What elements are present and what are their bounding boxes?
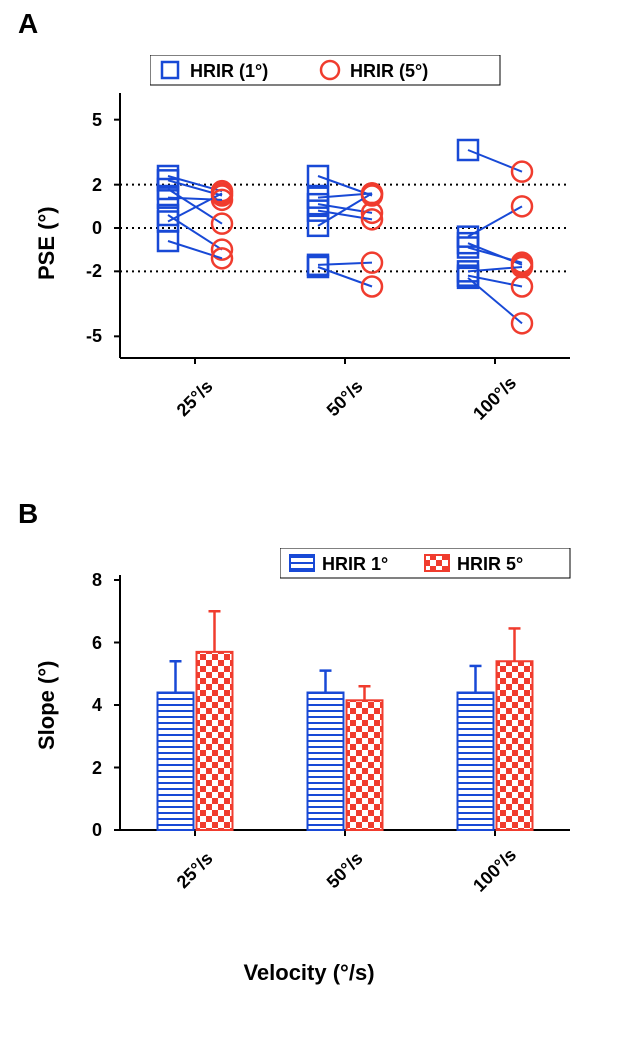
panel-a-ytick: 0: [62, 218, 102, 239]
panel-a-ytick: 2: [62, 175, 102, 196]
panel-b-ytick: 8: [62, 570, 102, 591]
legend-hlines-swatch: [290, 555, 314, 571]
legend-b-item1: HRIR 1°: [322, 554, 388, 574]
panel-b-ytick: 2: [62, 758, 102, 779]
panel-a-legend: HRIR (1°) HRIR (5°): [150, 55, 510, 89]
panel-b-xlabel: Velocity (°/s): [0, 960, 618, 986]
panel-a-label: A: [18, 8, 38, 40]
panel-a-ylabel: PSE (°): [34, 206, 60, 280]
legend-checker-swatch: [425, 555, 449, 571]
panel-b-ylabel: Slope (°): [34, 661, 60, 750]
panel-b-label: B: [18, 498, 38, 530]
legend-a-item2: HRIR (5°): [350, 61, 428, 81]
panel-b-plot: [110, 540, 580, 850]
panel-a-svg: [110, 48, 580, 378]
panel-b-ytick: 4: [62, 695, 102, 716]
legend-b-item2: HRIR 5°: [457, 554, 523, 574]
legend-square-marker: [162, 62, 178, 78]
legend-circle-marker: [321, 61, 339, 79]
panel-b-ytick: 0: [62, 820, 102, 841]
legend-a-item1: HRIR (1°): [190, 61, 268, 81]
panel-a-ytick: -2: [62, 261, 102, 282]
panel-b-ytick: 6: [62, 633, 102, 654]
panel-b-svg: [110, 540, 580, 850]
panel-a-ytick: 5: [62, 110, 102, 131]
panel-a-ytick: -5: [62, 326, 102, 347]
panel-a-plot: [110, 48, 580, 378]
panel-b-legend: HRIR 1° HRIR 5°: [280, 548, 580, 582]
